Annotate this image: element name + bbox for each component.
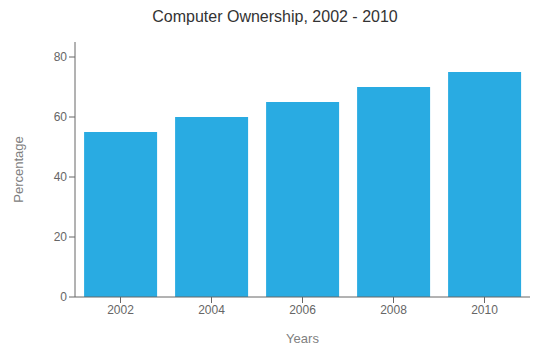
- svg-text:2004: 2004: [198, 303, 225, 317]
- svg-text:2010: 2010: [471, 303, 498, 317]
- svg-text:60: 60: [54, 110, 68, 124]
- svg-text:Percentage: Percentage: [11, 136, 26, 203]
- svg-text:20: 20: [54, 230, 68, 244]
- html-text:Computer Ownership, 2002 - 201: Computer Ownership, 2002 - 2010: [152, 8, 398, 25]
- svg-text:2002: 2002: [107, 303, 134, 317]
- svg-text:Years: Years: [286, 331, 319, 346]
- svg-text:40: 40: [54, 170, 68, 184]
- svg-text:2006: 2006: [289, 303, 316, 317]
- svg-text:80: 80: [54, 50, 68, 64]
- svg-text:2008: 2008: [380, 303, 407, 317]
- svg-text:0: 0: [60, 290, 67, 304]
